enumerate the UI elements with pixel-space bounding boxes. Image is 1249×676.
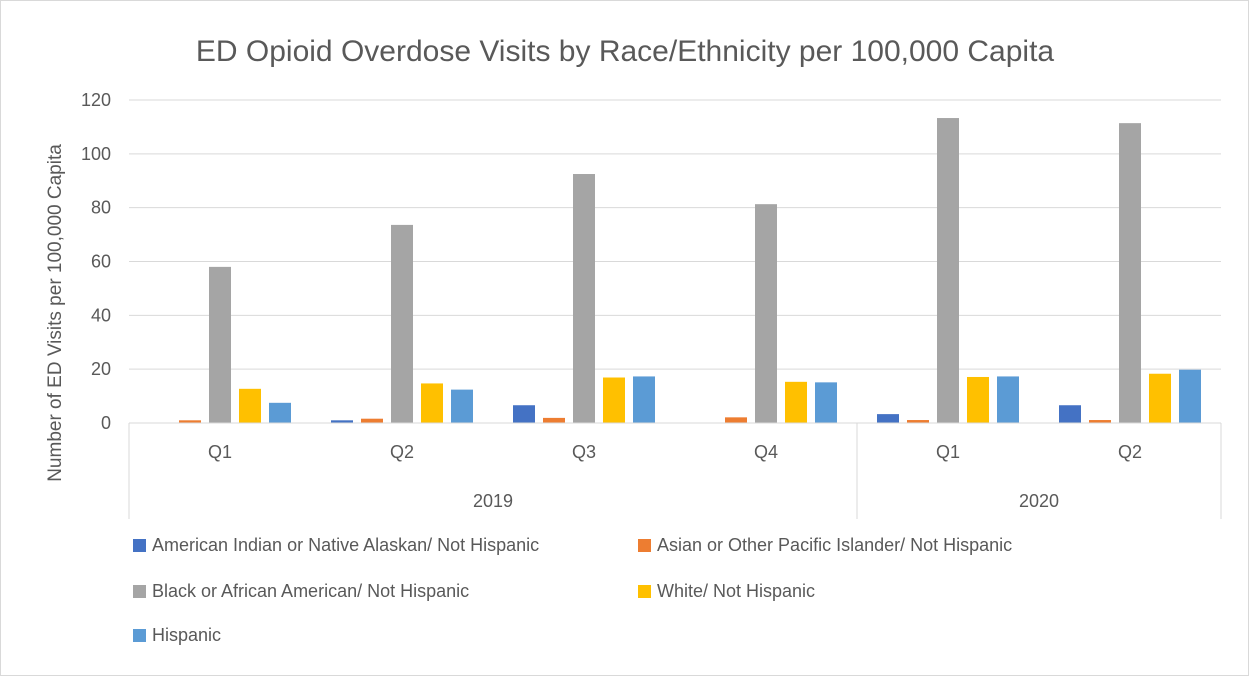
legend-label: Black or African American/ Not Hispanic [152,581,469,601]
chart-title: ED Opioid Overdose Visits by Race/Ethnic… [196,35,1055,68]
y-axis-label: Number of ED Visits per 100,000 Capita [45,144,66,482]
bar [421,383,443,423]
x-tick-label: Q3 [572,442,596,462]
y-tick-label: 20 [91,359,111,379]
bar [543,417,565,423]
y-axis-ticks: 0 20 40 60 80 100 120 [81,90,111,433]
bar [907,420,929,423]
bar [391,224,413,423]
bar [179,420,201,423]
legend-label: American Indian or Native Alaskan/ Not H… [152,535,539,555]
y-tick-label: 120 [81,90,111,110]
x-tick-label: Q1 [936,442,960,462]
legend-label: Hispanic [152,625,221,645]
gridlines [129,99,1221,370]
legend-swatch [638,539,651,552]
bar [269,402,291,423]
x-tick-label: Q4 [754,442,778,462]
bar [1059,405,1081,423]
bar [603,377,625,423]
bar [513,405,535,423]
x-tick-label: Q2 [390,442,414,462]
legend-label: White/ Not Hispanic [657,581,815,601]
bar [1179,369,1201,423]
bar [451,389,473,423]
y-tick-label: 60 [91,252,111,272]
bar [785,381,807,423]
bar [633,376,655,423]
bar [877,414,899,423]
bar [967,376,989,423]
legend-swatch [133,629,146,642]
bar [361,418,383,423]
legend-swatch [133,585,146,598]
bar [1089,420,1111,423]
x-group-label: 2019 [473,491,513,511]
legend: American Indian or Native Alaskan/ Not H… [133,535,1012,645]
bar [815,382,837,423]
bar [1149,373,1171,423]
y-tick-label: 40 [91,305,111,325]
bar [755,204,777,423]
legend-label: Asian or Other Pacific Islander/ Not His… [657,535,1012,555]
y-tick-label: 0 [101,413,111,433]
x-group-label: 2020 [1019,491,1059,511]
x-axis: Q1 Q2 Q3 Q4 Q1 Q2 2019 2020 [128,422,1222,519]
bar [725,417,747,423]
y-tick-label: 100 [81,144,111,164]
bar [1119,123,1141,424]
bar [209,266,231,423]
y-tick-label: 80 [91,198,111,218]
bar [331,420,353,423]
bar [573,174,595,423]
x-tick-label: Q1 [208,442,232,462]
legend-swatch [638,585,651,598]
bar [997,376,1019,423]
bar [239,388,261,423]
legend-swatch [133,539,146,552]
bar [937,118,959,423]
bars [179,118,1201,424]
x-tick-label: Q2 [1118,442,1142,462]
